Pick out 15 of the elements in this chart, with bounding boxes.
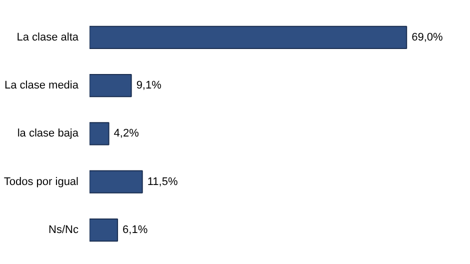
bar: [90, 218, 118, 242]
y-tick-label: Ns/Nc: [48, 224, 79, 236]
data-label: 6,1%: [122, 224, 148, 236]
bar: [90, 170, 143, 194]
y-tick-label: La clase alta: [16, 31, 80, 44]
y-tick-label: Todos por igual: [4, 176, 79, 188]
bar: [90, 74, 132, 98]
y-tick-label: la clase baja: [17, 128, 80, 140]
y-tick-label: La clase media: [4, 80, 80, 92]
data-label: 4,2%: [114, 128, 140, 140]
data-label: 9,1%: [136, 80, 162, 92]
data-label: 11,5%: [147, 176, 178, 188]
bar: [90, 26, 408, 49]
bar: [90, 122, 110, 146]
data-label: 69,0%: [412, 31, 444, 44]
